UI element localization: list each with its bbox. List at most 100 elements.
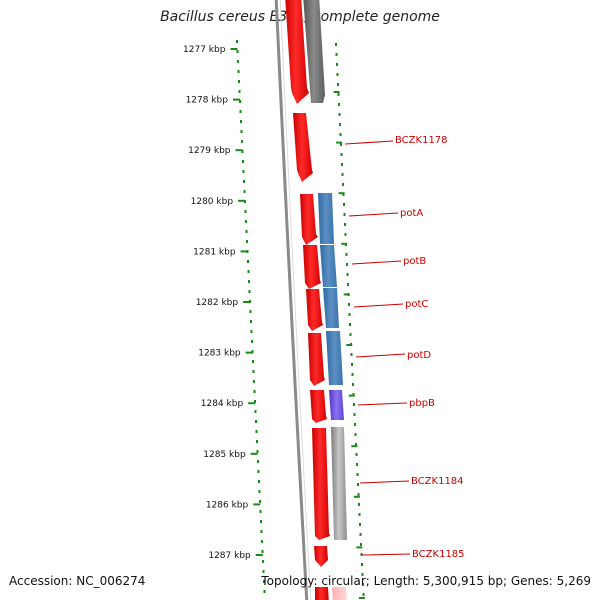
- leader-line: [353, 303, 404, 308]
- ruler-dot: [261, 550, 264, 553]
- gene-label-pota[interactable]: potA: [400, 208, 423, 219]
- gene-label-potb[interactable]: potB: [403, 256, 426, 267]
- ruler-label: 1280 kbp: [191, 197, 234, 207]
- ruler-label: 1286 kbp: [206, 500, 249, 510]
- outer-dot: [352, 383, 354, 386]
- outer-dot: [342, 193, 345, 196]
- gene-feature-potb-blue[interactable]: [320, 245, 337, 287]
- outer-dot: [345, 253, 348, 256]
- outer-dot: [340, 143, 342, 146]
- gene-feature-potb-red[interactable]: [303, 245, 321, 289]
- outer-dot: [336, 63, 338, 66]
- ruler-dot: [249, 310, 252, 313]
- ruler-label: 1277 kbp: [183, 45, 226, 55]
- ruler-dot: [246, 240, 248, 243]
- ruler-dot: [247, 260, 249, 263]
- gene-label-potc[interactable]: potC: [405, 299, 428, 310]
- outer-dot: [352, 393, 355, 396]
- outer-dot: [335, 53, 338, 56]
- outer-dot: [362, 593, 365, 596]
- gene-feature-bczk1184-gray[interactable]: [331, 427, 347, 540]
- gene-feature-potd-red[interactable]: [308, 333, 325, 386]
- gene-feature-potd-blue[interactable]: [326, 331, 343, 385]
- gene-feature-pbpb-purple[interactable]: [329, 390, 344, 420]
- gene-feature-bottom-pink[interactable]: [332, 587, 347, 600]
- topology-text: Topology: circular; Length: 5,300,915 bp…: [261, 574, 591, 588]
- ruler-dot: [239, 110, 242, 113]
- ruler-dot: [260, 520, 262, 523]
- ruler-dot: [260, 530, 263, 533]
- outer-dot: [354, 423, 356, 426]
- gene-features: [285, 0, 347, 600]
- outer-dot: [337, 83, 339, 86]
- ruler-dot: [248, 280, 250, 283]
- outer-dot: [362, 583, 364, 586]
- ruler-label: 1283 kbp: [198, 349, 241, 359]
- ruler-dot: [243, 190, 246, 193]
- outer-dot: [335, 43, 337, 46]
- ruler-dot: [237, 60, 239, 63]
- gene-feature-bottom-red[interactable]: [315, 587, 329, 600]
- ruler-dot: [253, 380, 255, 383]
- gene-label-bczk1184[interactable]: BCZK1184: [411, 476, 464, 487]
- ruler-dot: [240, 120, 242, 123]
- ruler-dot: [258, 490, 261, 493]
- gene-feature-top-red[interactable]: [285, 0, 309, 104]
- gene-feature-bczk1185-red[interactable]: [314, 546, 328, 567]
- ruler-dot: [256, 440, 258, 443]
- outer-dot: [351, 373, 354, 376]
- gene-feature-bczk1184-red[interactable]: [312, 428, 330, 540]
- gene-label-potd[interactable]: potD: [407, 350, 431, 361]
- outer-dot: [356, 463, 358, 466]
- outer-dot: [353, 413, 356, 416]
- gene-feature-top-gray[interactable]: [303, 0, 325, 103]
- ruler-dot: [236, 50, 239, 53]
- outer-dot: [343, 213, 346, 216]
- ruler-dots: [236, 40, 266, 593]
- outer-dot: [350, 343, 352, 346]
- outer-dot: [344, 223, 346, 226]
- outer-dot: [355, 443, 357, 446]
- outer-dot: [349, 333, 352, 336]
- outer-dot: [347, 293, 350, 296]
- ruler-dot: [256, 450, 259, 453]
- ruler-dot: [239, 100, 241, 103]
- outer-ring-dots: [333, 43, 365, 599]
- gene-feature-pota-red[interactable]: [300, 194, 318, 245]
- outer-dot: [348, 303, 350, 306]
- outer-dot: [358, 503, 360, 506]
- outer-dot: [349, 323, 351, 326]
- outer-dot: [358, 513, 361, 516]
- gene-feature-pota-blue[interactable]: [318, 193, 334, 244]
- outer-dot: [348, 313, 351, 316]
- outer-dot: [341, 173, 344, 176]
- outer-dot: [361, 573, 364, 576]
- outer-dot: [361, 563, 363, 566]
- outer-dot: [338, 103, 340, 106]
- gene-feature-potc-blue[interactable]: [323, 288, 339, 328]
- gene-feature-bczk1178[interactable]: [293, 113, 313, 182]
- outer-dot: [357, 483, 359, 486]
- ruler-dot: [261, 540, 263, 543]
- gene-label-bczk1178[interactable]: BCZK1178: [395, 135, 448, 146]
- ruler-dot: [250, 320, 252, 323]
- gene-label-bczk1185[interactable]: BCZK1185: [412, 549, 465, 560]
- gene-label-pbpb[interactable]: pbpB: [409, 398, 435, 409]
- outer-dot: [346, 263, 348, 266]
- outer-dot: [356, 473, 359, 476]
- ruler-label: 1287 kbp: [208, 551, 251, 561]
- gene-feature-pbpb-red[interactable]: [310, 390, 327, 423]
- ruler-dot: [241, 140, 243, 143]
- leader-line: [361, 553, 411, 556]
- leader-line: [359, 480, 410, 484]
- ruler-dot: [255, 430, 258, 433]
- outer-dot: [359, 523, 361, 526]
- ruler-dot: [238, 80, 240, 83]
- outer-dot: [339, 123, 341, 126]
- ruler-dot: [263, 590, 266, 593]
- ruler-dot: [245, 230, 248, 233]
- gene-feature-potc-red[interactable]: [306, 289, 323, 331]
- outer-dot: [346, 273, 349, 276]
- ruler-dot: [251, 340, 253, 343]
